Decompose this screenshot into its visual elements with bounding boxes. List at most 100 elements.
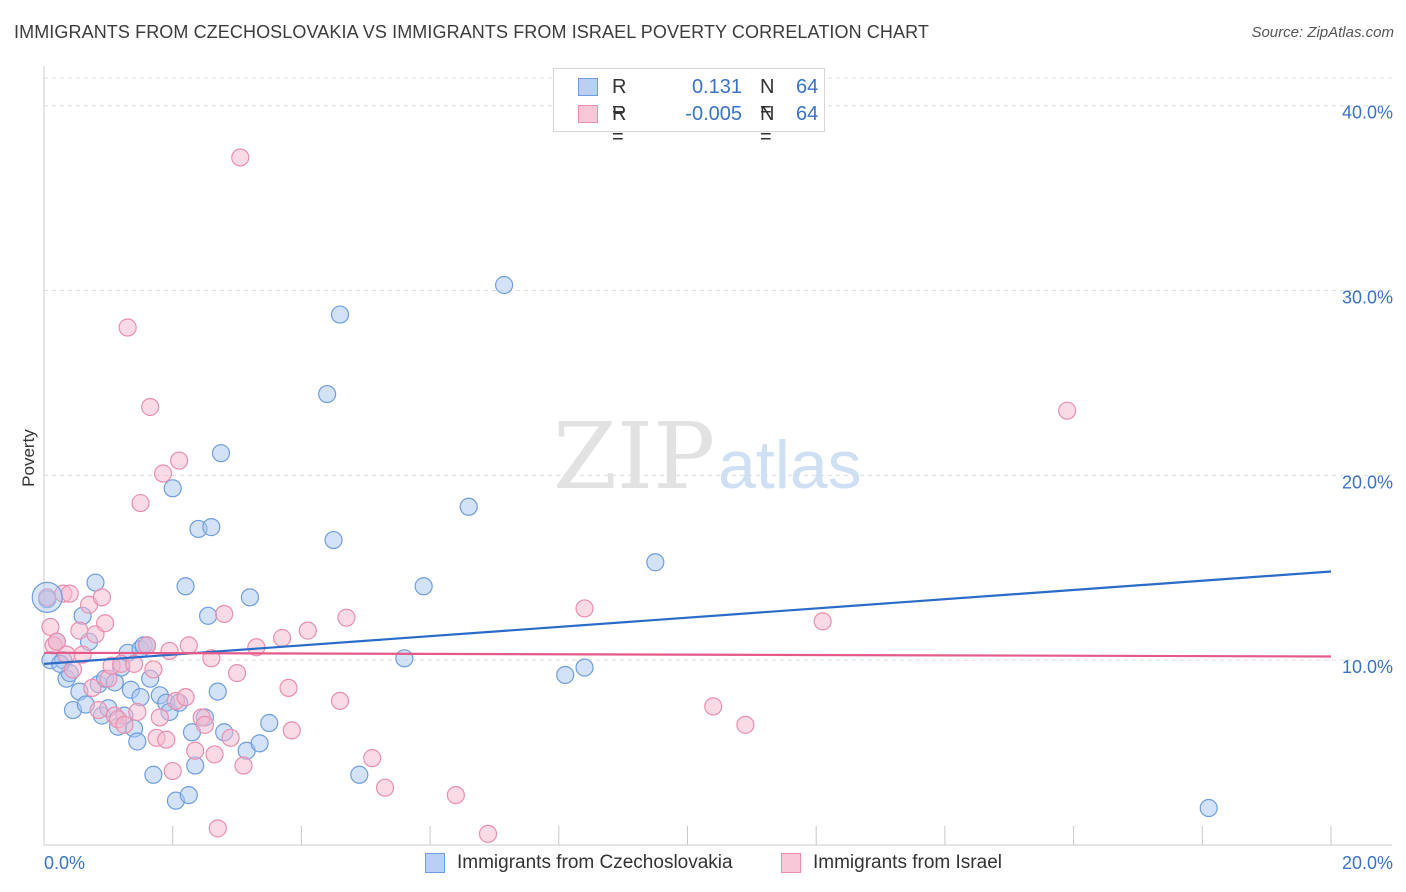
trend-lines [43, 570, 1332, 665]
israel-point [478, 824, 498, 844]
israel-trend-line [43, 651, 1332, 658]
israel-point [131, 493, 150, 513]
israel-point [298, 621, 317, 640]
n-label: N = [760, 103, 775, 148]
blue-swatch [578, 78, 598, 96]
israel-point [282, 721, 301, 740]
czechoslovakia-point [318, 384, 337, 404]
israel-point [279, 678, 298, 698]
source-label: Source: ZipAtlas.com [1251, 24, 1394, 41]
n-value: 64 [796, 76, 819, 98]
gridlines [44, 77, 1392, 661]
blue-swatch [425, 853, 445, 873]
israel-point [63, 660, 83, 679]
r-label: R = [612, 76, 627, 121]
israel-point [115, 715, 134, 734]
israel-point [1058, 401, 1077, 420]
israel-point [704, 697, 723, 716]
israel-point [446, 785, 465, 805]
israel-point [137, 636, 157, 655]
x-tick-label: 20.0% [1342, 853, 1393, 873]
israel-point [160, 641, 179, 661]
n-value: 64 [796, 103, 819, 125]
israel-point [227, 664, 247, 683]
y-tick-label: 30.0% [1342, 288, 1393, 308]
israel-point [118, 318, 137, 337]
pink-swatch [781, 853, 801, 873]
israel-point [141, 397, 160, 417]
israel-point [375, 778, 395, 797]
israel-point [363, 749, 382, 768]
israel-point [330, 691, 350, 710]
y-axis-label: Poverty [19, 429, 38, 487]
czechoslovakia-point [350, 765, 369, 784]
israel-point [231, 148, 250, 167]
czechoslovakia-point [198, 606, 218, 625]
czechoslovakia-point [128, 732, 147, 751]
czechoslovakia-point [163, 479, 182, 498]
axes [43, 66, 1392, 846]
israel-point [60, 584, 79, 603]
israel-point [150, 708, 169, 727]
israel-point [176, 688, 195, 707]
n-label: N = [760, 76, 775, 121]
israel-point [234, 756, 253, 775]
israel-point [92, 588, 112, 607]
r-value: 0.131 [691, 76, 742, 98]
czechoslovakia-point [414, 577, 433, 596]
y-tick-label: 10.0% [1342, 657, 1393, 677]
israel-point [195, 715, 214, 734]
israel-point [153, 464, 173, 483]
czechoslovakia-point [240, 588, 260, 607]
czechoslovakia-point [250, 734, 269, 753]
watermark: ZIP atlas [553, 403, 862, 510]
czechoslovakia-point [495, 275, 514, 295]
r-label: R = [612, 103, 627, 148]
correlation-legend: R = 0.131 N = 64 R = -0.005 N = 64 [553, 68, 825, 148]
pink-swatch [578, 105, 598, 123]
israel-point [73, 645, 92, 664]
czechoslovakia-point [179, 785, 198, 805]
israel-point [157, 730, 176, 749]
israel-point [47, 632, 66, 651]
czechoslovakia-point [556, 665, 575, 685]
czechoslovakia-point [144, 765, 163, 784]
czechoslovakia-point [330, 305, 350, 324]
israel-point [186, 741, 205, 760]
x-tick-label: 0.0% [44, 853, 85, 873]
israel-point [128, 702, 147, 722]
israel-point [83, 678, 102, 698]
israel-point [736, 715, 755, 734]
israel-point [813, 612, 832, 631]
czechoslovakia-point [31, 581, 63, 613]
y-tick-label: 20.0% [1342, 472, 1393, 492]
israel-point [337, 608, 356, 627]
legend-label: Immigrants from Israel [813, 852, 1002, 873]
israel-point [124, 654, 144, 673]
czechoslovakia-point [260, 713, 279, 733]
data-points [31, 148, 1218, 844]
czechoslovakia-point [575, 658, 594, 677]
czechoslovakia-point [131, 688, 150, 707]
czechoslovakia-point [1199, 798, 1218, 818]
czechoslovakia-point [395, 649, 414, 668]
czechoslovakia-point [646, 553, 665, 572]
israel-point [89, 700, 108, 720]
israel-point [179, 636, 198, 655]
israel-point [221, 728, 240, 747]
israel-point [144, 660, 163, 679]
czechoslovakia-point [459, 497, 478, 516]
israel-point [163, 761, 182, 781]
israel-point [70, 621, 89, 640]
watermark-atlas: atlas [718, 427, 862, 503]
israel-point [575, 599, 594, 618]
czechoslovakia-trend-line [43, 570, 1332, 665]
tick-labels: 10.0% 20.0% 30.0% 40.0% 0.0% 20.0% [44, 103, 1393, 873]
czechoslovakia-point [208, 682, 227, 701]
y-tick-label: 40.0% [1342, 103, 1393, 123]
czechoslovakia-point [176, 577, 195, 596]
r-value: -0.005 [685, 103, 742, 125]
legend-label: Immigrants from Czechoslovakia [457, 852, 733, 873]
israel-point [205, 745, 224, 764]
